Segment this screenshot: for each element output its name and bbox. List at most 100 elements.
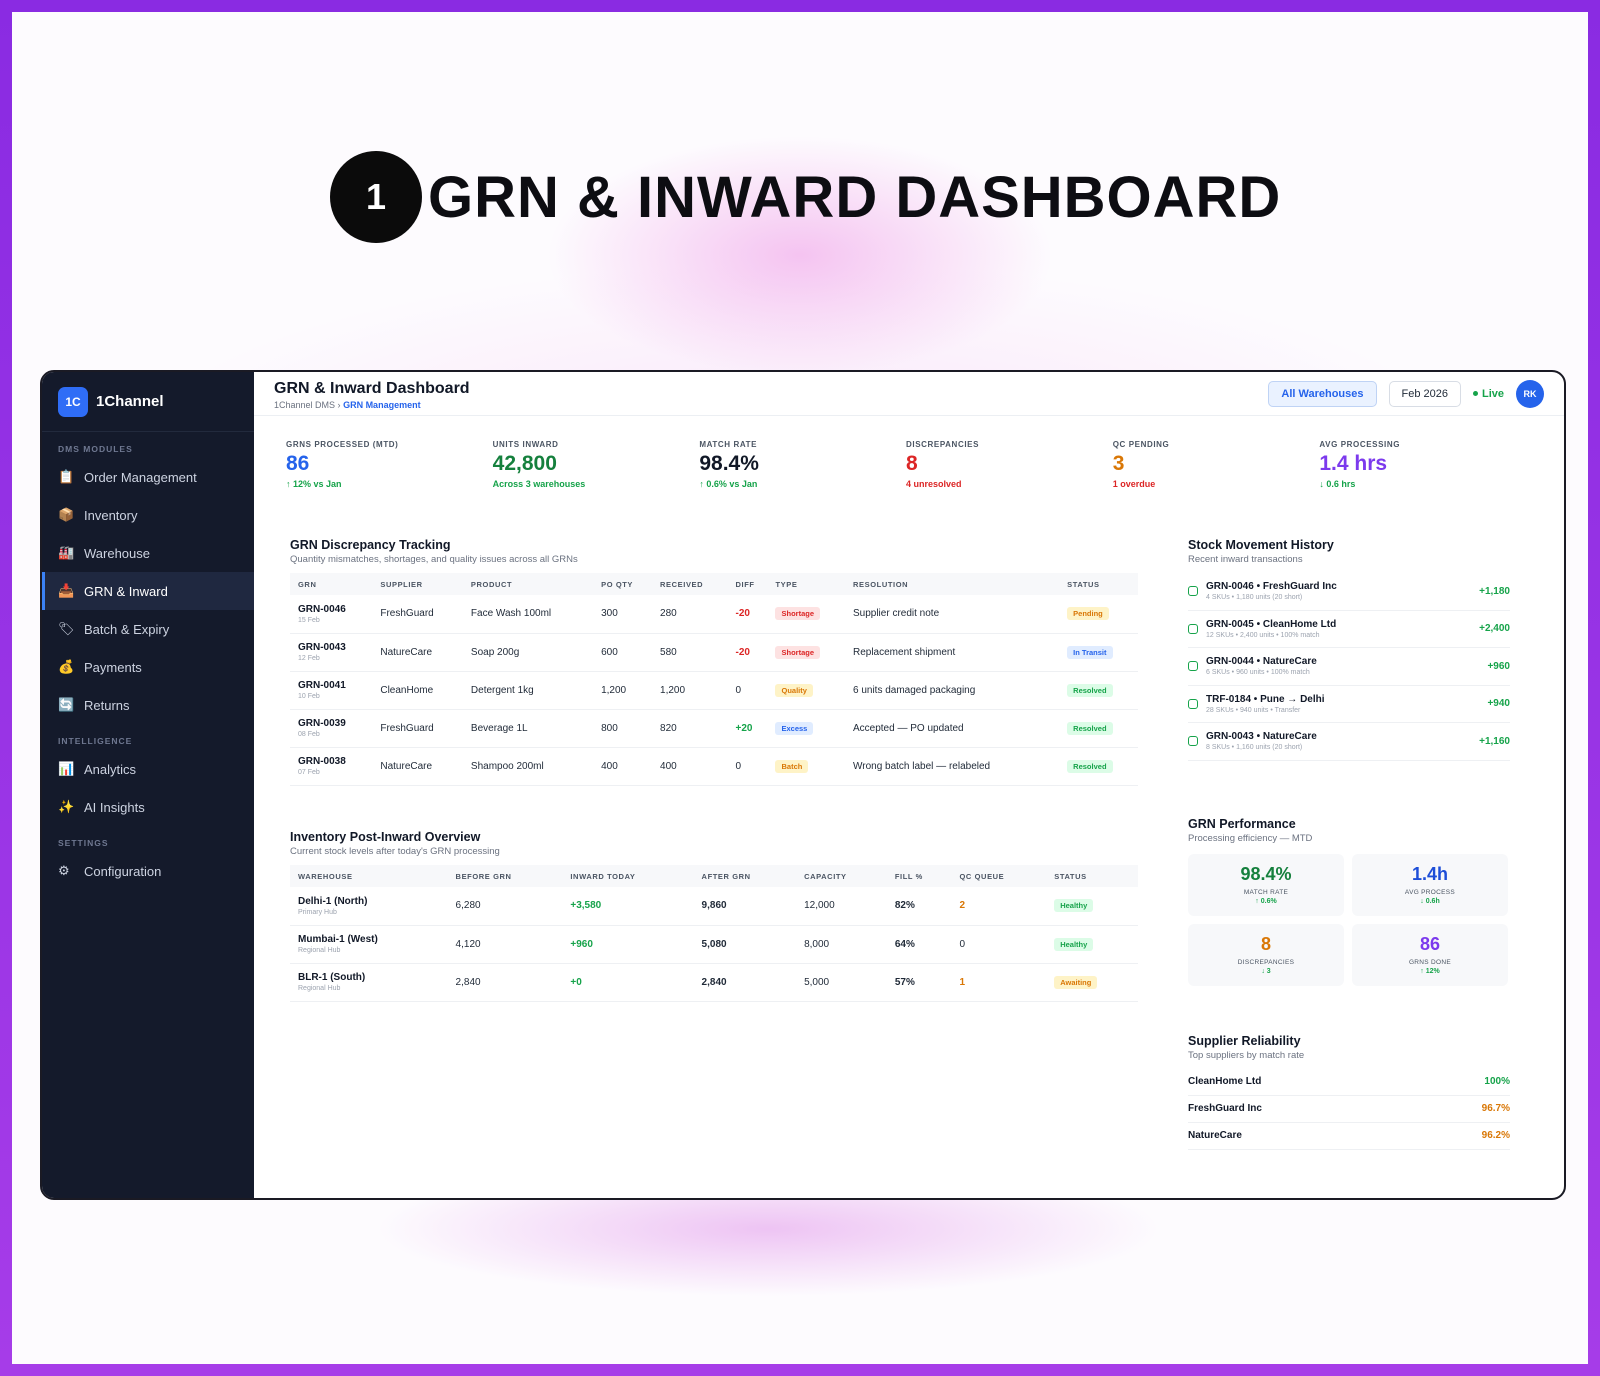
table-row[interactable]: Delhi-1 (North) Primary Hub 6,280 +3,580 9,8…	[290, 887, 1138, 926]
supplier-name: FreshGuard Inc	[1188, 1103, 1262, 1114]
list-item[interactable]: GRN-0045 • CleanHome Ltd 12 SKUs • 2,400 …	[1188, 611, 1510, 648]
status-badge: Healthy	[1054, 937, 1094, 951]
inward-today-cell: +3,580	[562, 887, 694, 926]
movement-subtitle: Recent inward transactions	[1188, 554, 1303, 565]
grn-date: 12 Feb	[298, 655, 320, 662]
sidebar-item-configuration[interactable]: ⚙ Configuration	[42, 852, 254, 890]
box-icon: 📦	[58, 507, 75, 522]
grn-id[interactable]: GRN-0038	[298, 756, 346, 767]
sidebar-item-analytics[interactable]: 📊 Analytics	[42, 750, 254, 788]
before-grn-cell: 6,280	[447, 887, 563, 926]
kpi-delta: ↑ 0.6% vs Jan	[699, 479, 758, 489]
kpi-value: 98.4%	[699, 452, 759, 475]
grn-cell: GRN-0038 07 Feb	[290, 747, 373, 786]
status-cell: Resolved	[1059, 747, 1138, 786]
supplier-rate: 96.7%	[1481, 1103, 1510, 1114]
page-title: GRN & Inward Dashboard	[274, 379, 470, 397]
status-badge: Resolved	[1067, 759, 1113, 773]
kpi-delta: ↑ 12% vs Jan	[286, 479, 342, 489]
performance-title: GRN Performance	[1188, 816, 1296, 831]
qc-queue-cell: 0	[951, 925, 1047, 964]
table-row[interactable]: BLR-1 (South) Regional Hub 2,840 +0 2,840 5,0…	[290, 963, 1138, 1002]
movement-value: +1,180	[1479, 585, 1510, 597]
kpi-label: UNITS INWARD	[492, 440, 559, 449]
performance-card: 8 DISCREPANCIES ↓ 3	[1188, 923, 1344, 986]
movement-text: GRN-0043 • NatureCare 8 SKUs • 1,160 unit…	[1206, 731, 1479, 751]
sidebar-item-batch-expiry[interactable]: 🏷 Batch & Expiry	[42, 610, 254, 648]
sidebar-item-inventory[interactable]: 📦 Inventory	[42, 496, 254, 534]
list-item[interactable]: NatureCare 96.2%	[1188, 1123, 1510, 1150]
supplier-list: CleanHome Ltd 100% FreshGuard Inc 96.7% Natu…	[1188, 1069, 1510, 1150]
grn-id[interactable]: GRN-0041	[298, 680, 346, 691]
kpi-delta: ↓ 0.6 hrs	[1319, 479, 1356, 489]
performance-value: 86	[1419, 934, 1441, 954]
warehouse-name: Delhi-1 (North)	[298, 895, 368, 907]
performance-delta: ↑ 12%	[1420, 968, 1440, 975]
product-cell: Detergent 1kg	[462, 671, 594, 710]
breadcrumb: 1Channel DMS › GRN Management	[274, 400, 470, 410]
sidebar-item-order-management[interactable]: 📋 Order Management	[42, 458, 254, 496]
checkbox-icon	[1188, 661, 1198, 672]
date-filter-button[interactable]: Feb 2026	[1388, 380, 1461, 407]
type-badge: Batch	[775, 759, 809, 773]
kpi-card: GRNS PROCESSED (MTD) 86 ↑ 12% vs Jan	[286, 440, 493, 489]
table-row[interactable]: GRN-0043 12 Feb NatureCare Soap 200g 600 580-…	[290, 633, 1138, 672]
kpi-card: QC PENDING 3 1 overdue	[1113, 440, 1320, 489]
received-cell: 580	[652, 633, 728, 672]
product-cell: Shampoo 200ml	[462, 747, 594, 786]
list-item[interactable]: TRF-0184 • Pune → Delhi 28 SKUs • 940 uni…	[1188, 686, 1510, 723]
supplier-rate: 96.2%	[1481, 1130, 1510, 1141]
list-item[interactable]: FreshGuard Inc 96.7%	[1188, 1096, 1510, 1123]
supplier-cell: NatureCare	[372, 633, 463, 672]
grn-date: 08 Feb	[298, 731, 320, 738]
sidebar-item-ai-insights[interactable]: ✨ AI Insights	[42, 788, 254, 826]
brand[interactable]: 1C 1Channel	[42, 372, 254, 432]
product-cell: Beverage 1L	[462, 709, 594, 748]
checkbox-icon	[1188, 698, 1198, 709]
table-row[interactable]: GRN-0041 10 Feb CleanHome Detergent 1kg 1,20…	[290, 671, 1138, 710]
type-cell: Excess	[767, 709, 845, 748]
column-header: GRN	[290, 573, 373, 595]
list-item[interactable]: GRN-0046 • FreshGuard Inc 4 SKUs • 1,180 …	[1188, 573, 1510, 611]
sidebar-item-payments[interactable]: 💰 Payments	[42, 648, 254, 686]
kpi-label: AVG PROCESSING	[1319, 440, 1401, 449]
column-header: PRODUCT	[462, 573, 594, 595]
supplier-subtitle: Top suppliers by match rate	[1188, 1049, 1305, 1061]
column-header: SUPPLIER	[372, 573, 463, 595]
movement-text: GRN-0045 • CleanHome Ltd 12 SKUs • 2,400 …	[1206, 619, 1479, 639]
diff-cell: +20	[727, 709, 768, 748]
resolution-cell: Supplier credit note	[844, 595, 1060, 634]
column-header: INWARD TODAY	[562, 865, 694, 887]
discrepancy-table: GRN SUPPLIER PRODUCT PO QTY RECEIVED DIFF TYPE…	[290, 573, 1138, 786]
sidebar-item-grn-inward[interactable]: 📥 GRN & Inward	[42, 572, 254, 610]
grn-id[interactable]: GRN-0046	[298, 603, 346, 615]
performance-card: 86 GRNS DONE ↑ 12%	[1352, 923, 1508, 986]
list-item[interactable]: GRN-0044 • NatureCare 6 SKUs • 960 units …	[1188, 648, 1510, 686]
kpi-delta: 1 overdue	[1112, 479, 1156, 489]
breadcrumb-root[interactable]: 1Channel DMS	[274, 399, 336, 410]
after-grn-cell: 2,840	[693, 963, 797, 1002]
table-row[interactable]: GRN-0039 08 Feb FreshGuard Beverage 1L 800 82…	[290, 709, 1138, 748]
status-badge: Awaiting	[1054, 975, 1098, 989]
warehouse-filter-button[interactable]: All Warehouses	[1268, 380, 1377, 407]
table-row[interactable]: GRN-0046 15 Feb FreshGuard Face Wash 100ml 3…	[290, 595, 1138, 634]
kpi-value: 42,800	[492, 452, 557, 475]
inventory-title: Inventory Post-Inward Overview	[290, 830, 481, 844]
diff-cell: -20	[727, 633, 768, 672]
avatar[interactable]: RK	[1516, 379, 1544, 408]
sidebar-item-returns[interactable]: 🔄 Returns	[42, 686, 254, 724]
status-badge: In Transit	[1067, 645, 1113, 659]
list-item[interactable]: CleanHome Ltd 100%	[1188, 1069, 1510, 1096]
product-cell: Soap 200g	[462, 633, 594, 672]
kpi-card: DISCREPANCIES 8 4 unresolved	[906, 440, 1113, 489]
status-badge: Resolved	[1067, 721, 1113, 735]
table-row[interactable]: GRN-0038 07 Feb NatureCare Shampoo 200ml 400…	[290, 747, 1138, 786]
checkbox-icon	[1188, 736, 1198, 747]
list-item[interactable]: GRN-0043 • NatureCare 8 SKUs • 1,160 unit…	[1188, 723, 1510, 761]
movement-text: GRN-0046 • FreshGuard Inc 4 SKUs • 1,180 …	[1206, 581, 1479, 601]
grn-id[interactable]: GRN-0039	[298, 718, 346, 729]
table-row[interactable]: Mumbai-1 (West) Regional Hub 4,120 +960 5,08…	[290, 925, 1138, 964]
column-header: AFTER GRN	[693, 865, 797, 887]
grn-id[interactable]: GRN-0043	[298, 642, 346, 653]
sidebar-item-warehouse[interactable]: 🏭 Warehouse	[42, 534, 254, 572]
